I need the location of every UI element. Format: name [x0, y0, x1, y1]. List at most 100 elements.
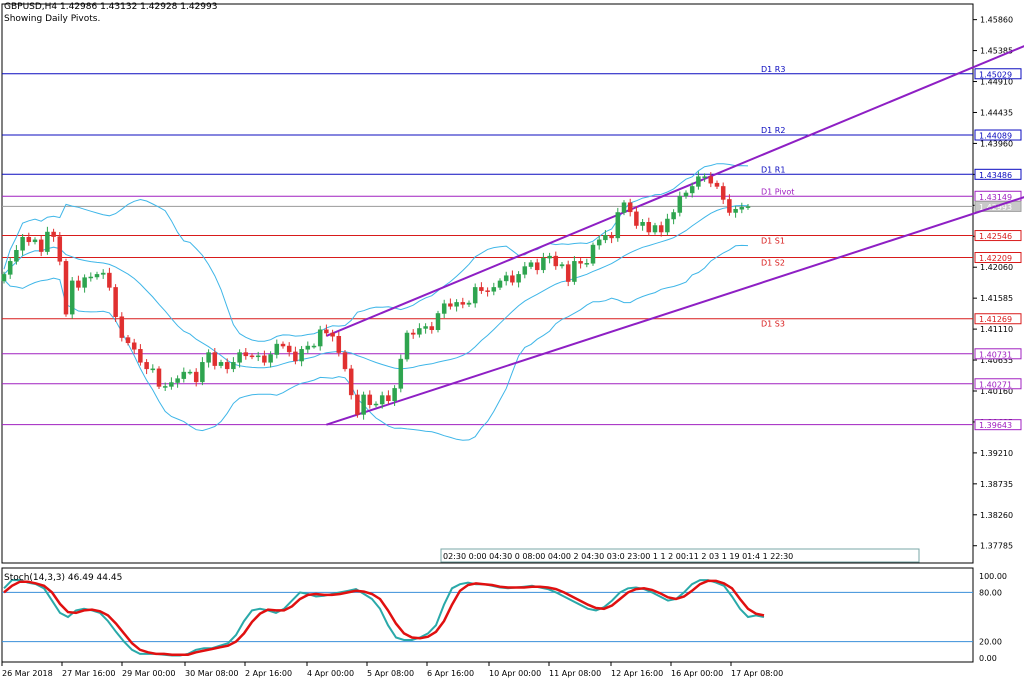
- candle-body: [187, 371, 193, 374]
- candle-body: [485, 290, 490, 292]
- candle-body: [646, 222, 652, 233]
- level-price-label: 1.42209: [979, 254, 1012, 263]
- stoch-pane-frame: [1, 567, 974, 663]
- time-axis-label: 26 Mar 2018: [2, 669, 53, 678]
- candle-body: [63, 261, 69, 315]
- candle-body: [330, 332, 335, 337]
- bollinger-middle: [3, 204, 749, 370]
- time-axis-label: 30 Mar 08:00: [185, 669, 238, 678]
- price-axis-label: 1.40160: [980, 387, 1013, 396]
- stoch-axis-label: 100.00: [979, 572, 1007, 581]
- level-price-box: [974, 313, 1022, 325]
- candle-body: [237, 352, 242, 363]
- level-price-label: 1.43149: [979, 193, 1012, 202]
- level-price-label: 1.40731: [979, 350, 1012, 359]
- candle-body: [249, 355, 255, 358]
- candle-body: [528, 262, 534, 267]
- candle-body: [696, 176, 701, 187]
- candle-body: [181, 371, 187, 379]
- candle-body: [609, 235, 614, 239]
- candle-body: [702, 176, 707, 178]
- pivot-subtitle: Showing Daily Pivots.: [4, 14, 101, 24]
- candle-body: [100, 272, 106, 275]
- candle-body: [193, 371, 199, 383]
- channel-lower-line: [326, 196, 1024, 426]
- stoch-label: Stoch(14,3,3) 46.49 44.45: [4, 573, 123, 583]
- candle-body: [522, 266, 528, 275]
- candle-body: [572, 261, 577, 282]
- candle-body: [379, 395, 385, 405]
- candle-body: [131, 342, 137, 350]
- candle-body: [57, 236, 63, 262]
- candle-body: [88, 276, 94, 279]
- level-price-label: 1.43486: [979, 171, 1012, 180]
- candle-body: [373, 403, 379, 406]
- candle-body: [231, 362, 236, 370]
- price-axis-label: 1.39210: [980, 449, 1013, 458]
- symbol-header: GBPUSD,H4 1.42986 1.43132 1.42928 1.4299…: [4, 2, 218, 12]
- candle-body: [615, 212, 621, 239]
- candle-body: [727, 199, 732, 213]
- candle-body: [472, 287, 478, 304]
- price-axis-label: 1.38735: [980, 480, 1013, 489]
- level-price-box: [974, 168, 1022, 180]
- candle-body: [1, 274, 7, 282]
- candle-body: [714, 182, 720, 187]
- price-axis-label: 1.41585: [980, 294, 1013, 303]
- level-price-box: [974, 378, 1022, 390]
- candle-body: [206, 352, 211, 363]
- bollinger-lower: [3, 244, 749, 441]
- candle-body: [578, 261, 583, 264]
- candle-body: [107, 272, 112, 288]
- candle-body: [262, 355, 267, 363]
- candle-body: [745, 206, 751, 208]
- level-price-box: [974, 230, 1022, 242]
- candle-body: [20, 236, 25, 251]
- candle-body: [305, 345, 311, 350]
- candle-body: [553, 255, 559, 267]
- price-axis-label: 1.44910: [980, 78, 1013, 87]
- time-axis-label: 10 Apr 00:00: [489, 669, 541, 678]
- candle-body: [503, 275, 509, 282]
- candle-body: [355, 394, 360, 415]
- level-label: D1 S3: [761, 320, 785, 329]
- candle-body: [38, 239, 44, 252]
- candle-body: [150, 368, 156, 371]
- level-price-box: [974, 348, 1022, 360]
- price-axis-label: 1.37785: [980, 542, 1013, 551]
- candle-body: [336, 336, 342, 353]
- candle-body: [479, 287, 484, 291]
- level-label: D1 R2: [761, 126, 785, 135]
- level-price-label: 1.44089: [979, 132, 1012, 141]
- candle-body: [441, 303, 447, 314]
- level-price-label: 1.41269: [979, 315, 1012, 324]
- time-axis-label: 12 Apr 16:00: [611, 669, 663, 678]
- time-axis-label: 29 Mar 00:00: [122, 669, 175, 678]
- candle-body: [138, 349, 143, 363]
- time-axis-label: 5 Apr 08:00: [367, 669, 414, 678]
- candle-body: [584, 263, 590, 265]
- candle-body: [76, 280, 81, 288]
- candle-body: [460, 302, 466, 305]
- candle-body: [454, 302, 459, 307]
- session-markers: 02:30 0:00 04:30 0 08:00 04:00 2 04:30 0…: [443, 552, 793, 561]
- candle-body: [392, 388, 397, 402]
- candle-body: [268, 354, 273, 363]
- level-label: D1 R1: [761, 165, 785, 174]
- candle-body: [342, 352, 348, 370]
- time-axis-label: 4 Apr 00:00: [307, 669, 354, 678]
- candle-body: [386, 395, 391, 402]
- candle-body: [559, 264, 565, 267]
- stoch-axis-label: 80.00: [979, 588, 1002, 597]
- level-price-box: [974, 68, 1022, 80]
- candle-body: [324, 329, 329, 334]
- price-axis-label: 1.38260: [980, 511, 1013, 520]
- candle-body: [175, 378, 180, 383]
- level-price-box: [974, 252, 1022, 264]
- candle-body: [212, 352, 218, 366]
- level-label: D1 Pivot: [761, 187, 794, 196]
- candle-body: [739, 207, 745, 210]
- candle-body: [534, 262, 540, 271]
